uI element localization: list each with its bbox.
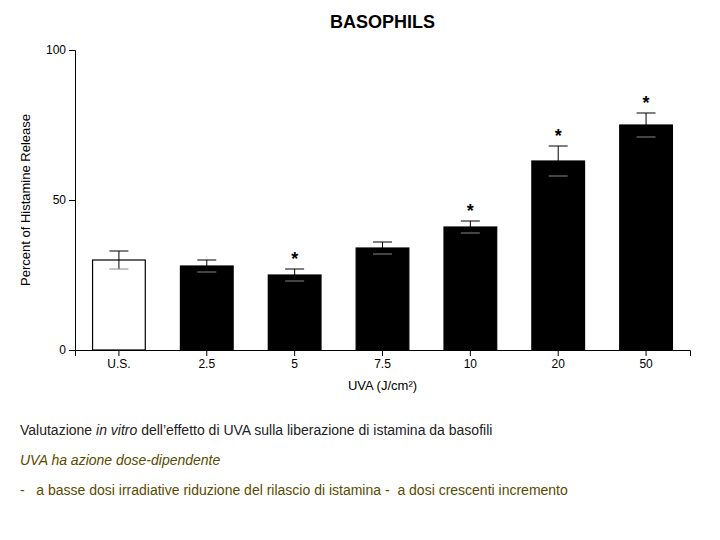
error-cap — [637, 137, 656, 138]
notes: Valutazione in vitro dell’effetto di UVA… — [20, 422, 568, 498]
note: - a basse dosi irradiative riduzione del… — [20, 482, 568, 498]
bar — [268, 275, 321, 350]
error-cap — [373, 242, 392, 243]
y-tick-mark — [69, 200, 75, 201]
error-bar — [461, 221, 480, 233]
x-tick-label: 2.5 — [198, 357, 215, 371]
annotation: * — [291, 249, 298, 269]
x-tick-mark — [206, 350, 207, 356]
error-bar — [109, 251, 128, 269]
error-cap — [461, 233, 480, 234]
y-tick-mark — [69, 50, 75, 51]
y-axis-title: Percent of Histamine Release — [18, 114, 33, 286]
x-tick-mark — [118, 350, 119, 356]
y-axis: 0 50 100 — [46, 43, 76, 357]
bar — [620, 125, 673, 350]
x-tick: 5 — [291, 350, 298, 371]
error-cap — [197, 272, 216, 273]
note-segment: UVA ha azione dose-dipendente — [20, 452, 221, 468]
error-line — [470, 221, 471, 233]
note: UVA ha azione dose-dipendente — [20, 452, 221, 468]
error-line — [646, 113, 647, 137]
error-bar — [637, 113, 656, 137]
annotation: * — [555, 126, 562, 146]
note-segment: in vitro — [96, 422, 137, 438]
plot-area: * * * * U.S. 2.5 5 7.5 10 20 50 0 50 100 — [46, 43, 691, 370]
x-tick-label: 7.5 — [374, 357, 391, 371]
x-tick: 50 — [639, 350, 653, 371]
error-cap — [197, 260, 216, 261]
bar — [180, 266, 233, 350]
error-cap — [109, 251, 128, 252]
error-line — [558, 146, 559, 176]
x-tick: U.S. — [107, 350, 130, 371]
x-tick-mark — [558, 350, 559, 356]
x-tick-label: U.S. — [107, 357, 130, 371]
error-line — [206, 260, 207, 272]
x-tick-label: 20 — [552, 357, 566, 371]
x-tick: 20 — [552, 350, 566, 371]
annotation: * — [467, 201, 474, 221]
title: BASOPHILS — [330, 12, 435, 32]
error-cap — [109, 269, 128, 270]
error-line — [382, 242, 383, 254]
chart: * * * * U.S. 2.5 5 7.5 10 20 50 0 50 100 BASOPHILS UVA … — [0, 0, 720, 540]
note-segment: dell’effetto di UVA sulla liberazione di… — [137, 422, 492, 438]
x-tick-label: 10 — [464, 357, 478, 371]
bar — [532, 161, 585, 350]
x-tick-mark — [646, 350, 647, 356]
x-axis-title: UVA (J/cm²) — [348, 378, 417, 393]
x-tick-mark — [294, 350, 295, 356]
error-cap — [285, 281, 304, 282]
y-tick-label: 50 — [53, 193, 67, 207]
marks — [93, 113, 673, 350]
x-axis-line — [76, 351, 691, 357]
bar — [444, 227, 497, 350]
x-tick: 7.5 — [374, 350, 391, 371]
error-bar — [285, 269, 304, 281]
bar — [356, 248, 409, 350]
error-bar — [197, 260, 216, 272]
y-tick-mark — [69, 350, 75, 351]
error-bar — [373, 242, 392, 254]
y-tick: 0 — [59, 343, 75, 357]
error-line — [294, 269, 295, 281]
error-cap — [549, 176, 568, 177]
note: Valutazione in vitro dell’effetto di UVA… — [20, 422, 492, 438]
error-bar — [549, 146, 568, 176]
bar — [93, 260, 146, 350]
annotation: * — [643, 93, 650, 113]
x-tick-mark — [470, 350, 471, 356]
y-axis-line — [69, 51, 76, 351]
y-tick-label: 0 — [59, 343, 66, 357]
note-segment: Valutazione — [20, 422, 96, 438]
x-axis: U.S. 2.5 5 7.5 10 20 50 — [76, 350, 691, 371]
x-tick-mark — [382, 350, 383, 356]
x-tick-label: 50 — [639, 357, 653, 371]
y-tick: 100 — [46, 43, 75, 57]
annotations: * * * * — [291, 93, 649, 269]
x-tick: 2.5 — [198, 350, 215, 371]
x-tick: 10 — [464, 350, 478, 371]
x-tick-label: 5 — [291, 357, 298, 371]
y-tick-label: 100 — [46, 43, 66, 57]
error-cap — [373, 254, 392, 255]
note-segment: - a basse dosi irradiative riduzione del… — [20, 482, 568, 498]
y-tick: 50 — [53, 193, 75, 207]
error-line — [118, 251, 119, 269]
